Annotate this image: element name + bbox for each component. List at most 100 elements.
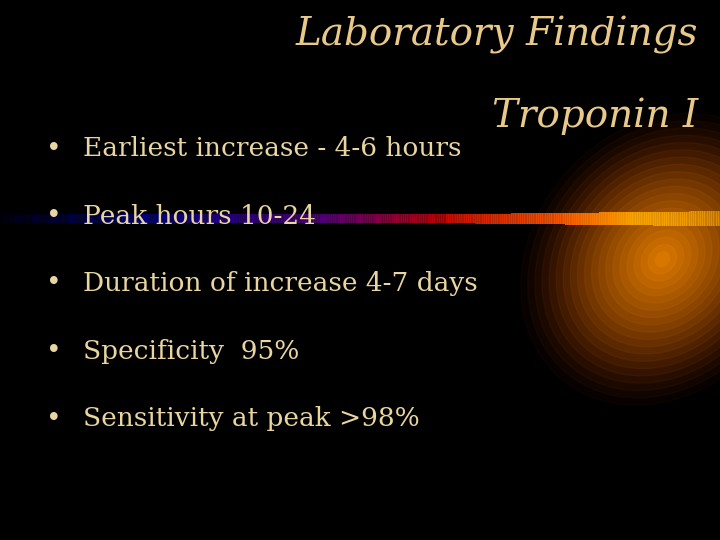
Bar [670, 212, 672, 226]
Bar [558, 213, 560, 225]
Bar [680, 212, 683, 226]
Bar [455, 214, 458, 223]
Bar [599, 213, 602, 225]
Bar [675, 212, 678, 226]
Bar [265, 214, 267, 223]
Bar [157, 214, 159, 223]
Bar [102, 214, 105, 223]
Bar [71, 214, 73, 223]
Bar [351, 214, 354, 223]
Bar [297, 214, 300, 223]
Bar [164, 214, 166, 223]
Bar [611, 212, 613, 225]
Bar [128, 214, 130, 223]
Bar [544, 213, 546, 224]
Bar [428, 214, 431, 223]
Ellipse shape [613, 208, 712, 310]
Bar [695, 212, 697, 226]
Bar [634, 212, 636, 225]
Bar [20, 214, 22, 223]
Bar [632, 212, 634, 225]
Bar [302, 214, 305, 223]
Bar [443, 214, 445, 223]
Bar [101, 214, 104, 223]
Ellipse shape [641, 237, 684, 281]
Bar [619, 212, 622, 225]
Bar [209, 214, 212, 223]
Bar [469, 214, 472, 224]
Bar [464, 214, 467, 224]
Bar [698, 211, 701, 226]
Bar [355, 214, 357, 223]
Bar [263, 214, 265, 223]
Bar [346, 214, 348, 223]
Bar [556, 213, 559, 225]
Bar [30, 214, 33, 223]
Bar [169, 214, 172, 223]
Bar [425, 214, 427, 223]
Bar [205, 214, 208, 223]
Bar [181, 214, 184, 223]
Bar [252, 214, 255, 223]
Bar [688, 212, 690, 226]
Bar [468, 214, 471, 224]
Bar [479, 214, 481, 224]
Bar [572, 213, 575, 225]
Bar [114, 214, 116, 223]
Bar [54, 214, 57, 223]
Bar [628, 212, 631, 225]
Bar [308, 214, 310, 223]
Bar [364, 214, 366, 223]
Bar [493, 214, 496, 224]
Bar [693, 212, 696, 226]
Bar [625, 212, 627, 225]
Bar [138, 214, 141, 223]
Bar [706, 211, 708, 226]
Bar [562, 213, 564, 225]
Bar [405, 214, 408, 223]
Bar [467, 214, 469, 224]
Bar [270, 214, 272, 223]
Bar [108, 214, 111, 223]
Bar [571, 213, 573, 225]
Bar [328, 214, 330, 223]
Bar [1, 214, 4, 223]
Bar [37, 214, 40, 223]
Bar [58, 214, 60, 223]
Bar [132, 214, 134, 223]
Bar [68, 214, 71, 223]
Bar [56, 214, 58, 223]
Ellipse shape [528, 120, 720, 398]
Bar [608, 212, 611, 225]
Bar [153, 214, 156, 223]
Ellipse shape [620, 215, 705, 303]
Bar [79, 214, 82, 223]
Bar [395, 214, 397, 223]
Bar [83, 214, 85, 223]
Bar [702, 211, 704, 226]
Bar [49, 214, 51, 223]
Bar [340, 214, 343, 223]
Bar [283, 214, 285, 223]
Bar [261, 214, 264, 223]
Ellipse shape [556, 150, 720, 369]
Bar [614, 212, 616, 225]
Bar [495, 214, 498, 224]
Bar [637, 212, 640, 225]
Bar [180, 214, 183, 223]
Bar [61, 214, 64, 223]
Bar [32, 214, 35, 223]
Bar [239, 214, 242, 223]
Ellipse shape [655, 252, 670, 267]
Bar [229, 214, 231, 223]
Ellipse shape [535, 128, 720, 390]
Bar [117, 214, 120, 223]
Bar [635, 212, 638, 225]
Bar [95, 214, 98, 223]
Bar [234, 214, 236, 223]
Bar [436, 214, 438, 223]
Bar [97, 214, 99, 223]
Bar [392, 214, 395, 223]
Bar [551, 213, 553, 224]
Bar [193, 214, 195, 223]
